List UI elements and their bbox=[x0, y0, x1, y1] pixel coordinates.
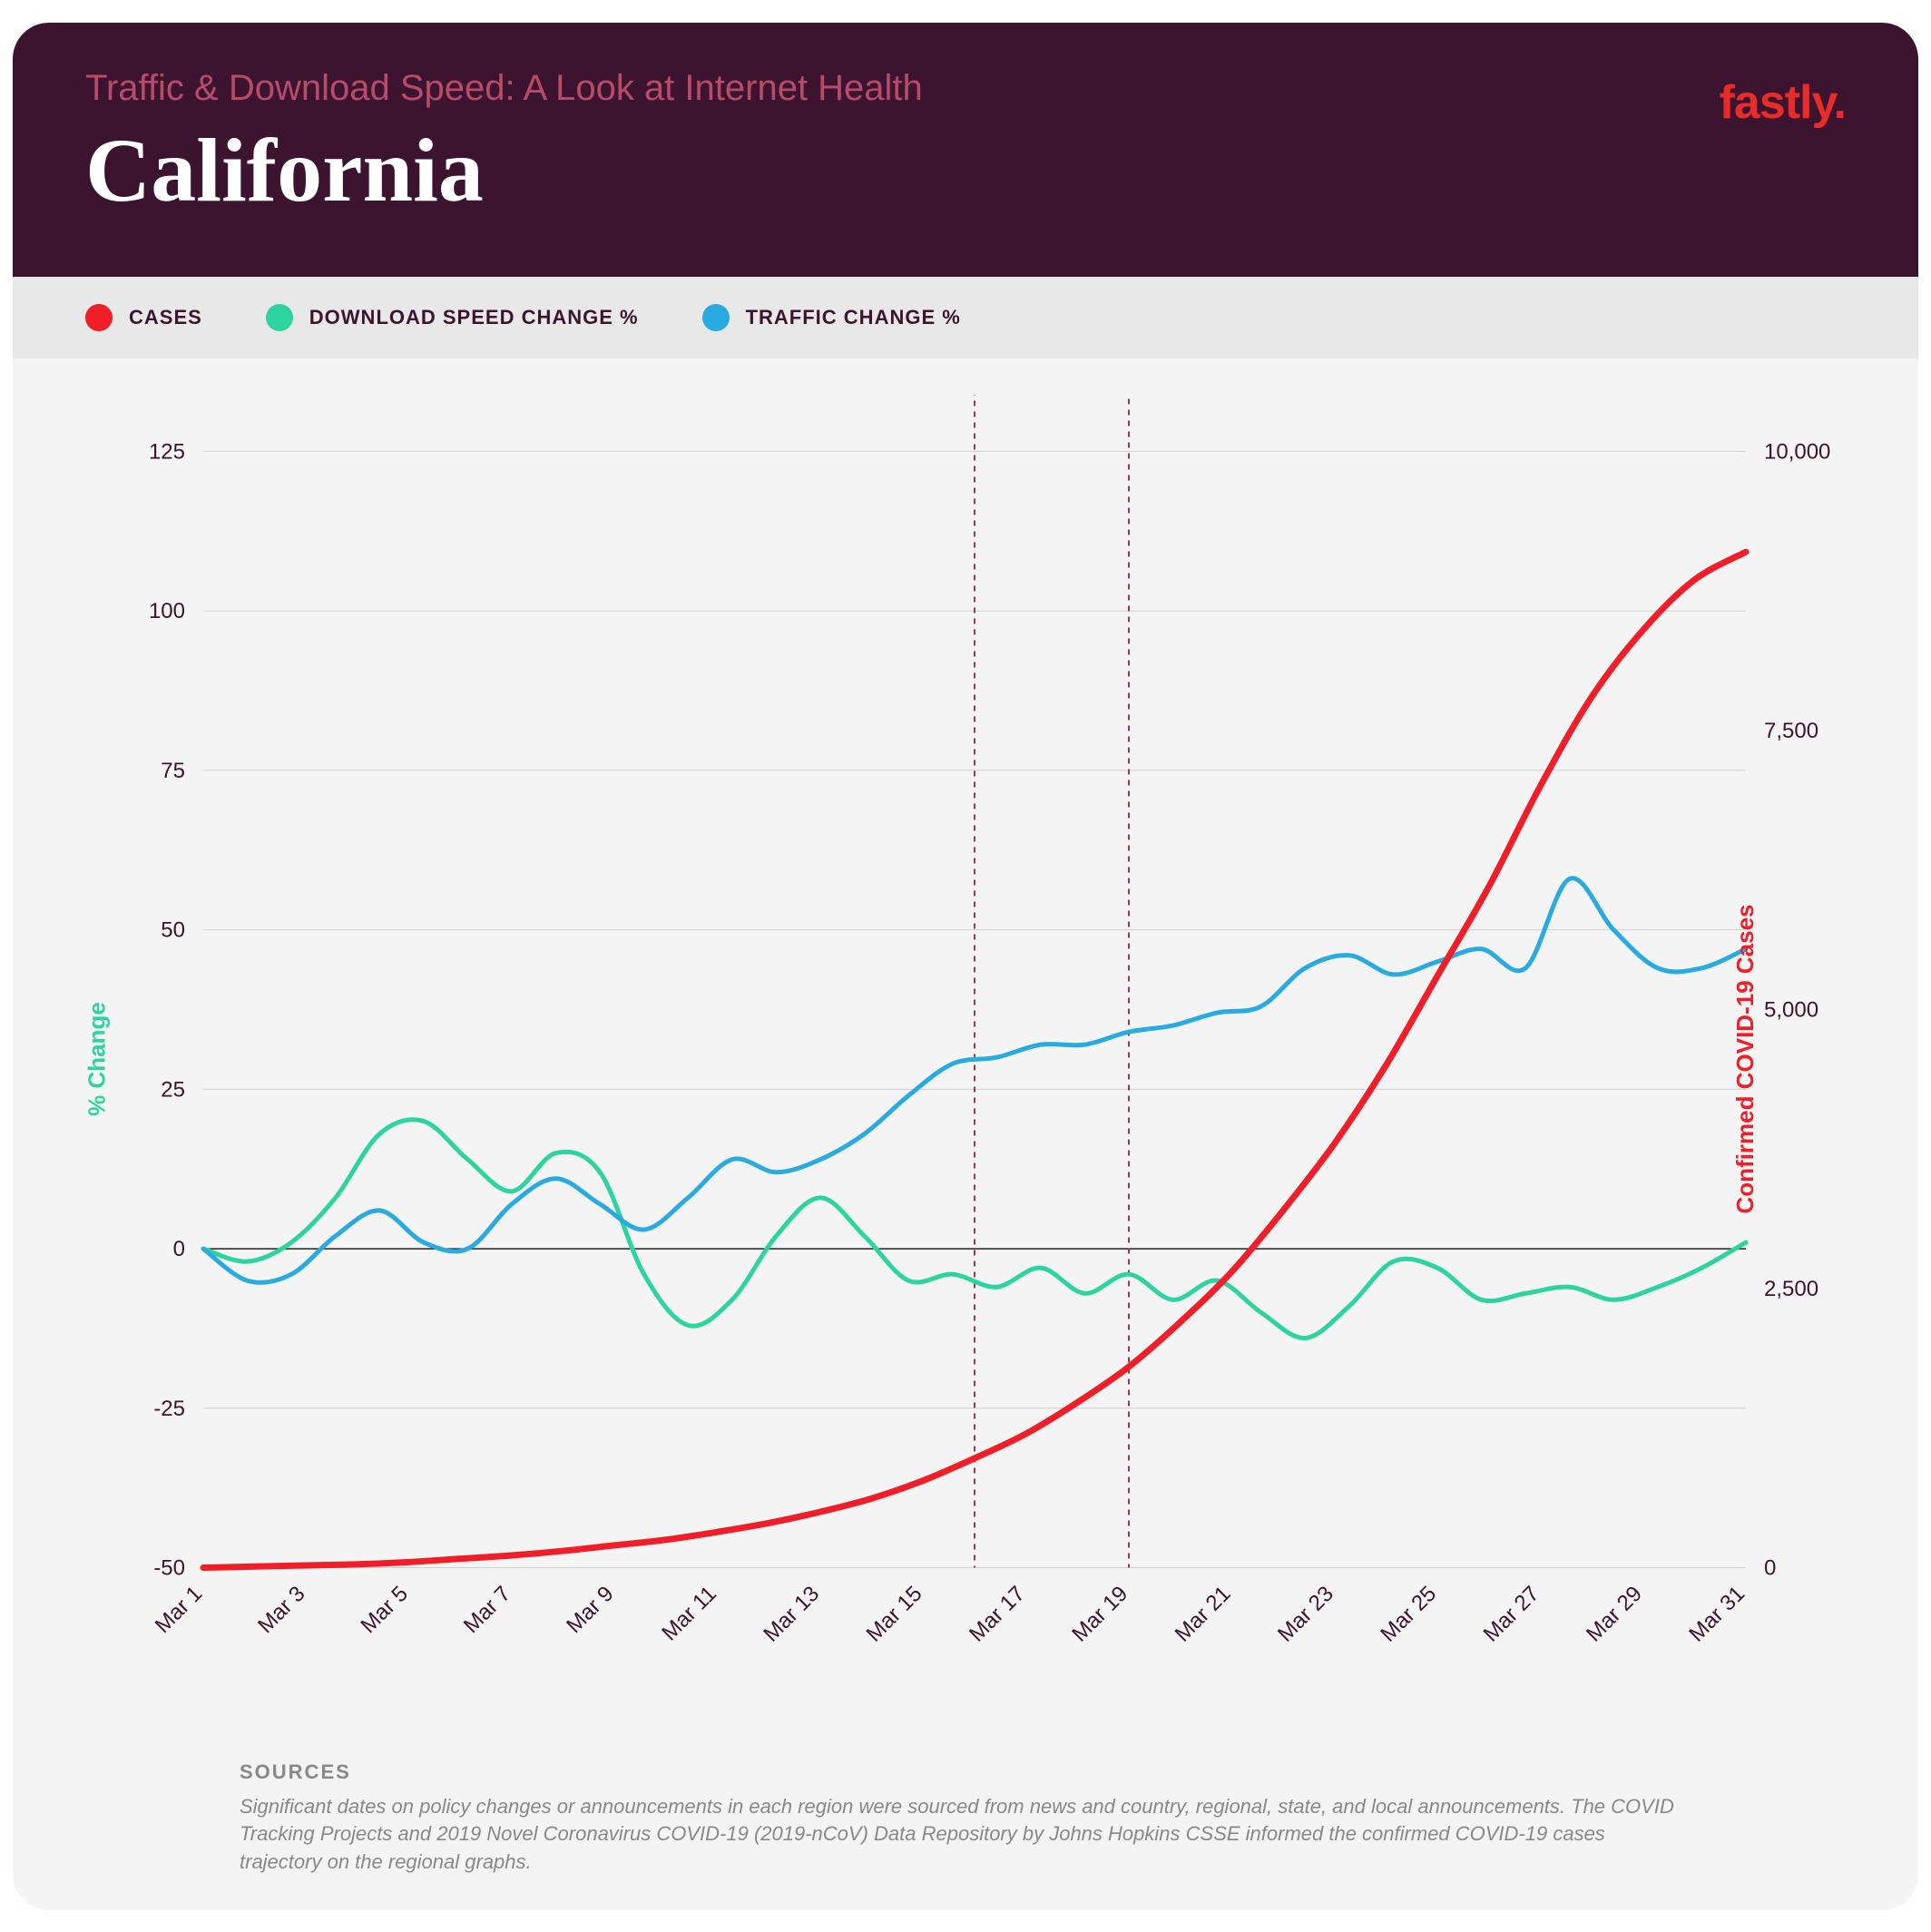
subtitle: Traffic & Download Speed: A Look at Inte… bbox=[85, 68, 923, 109]
x-tick: Mar 21 bbox=[1171, 1581, 1236, 1646]
svg-text:Mar 25: Mar 25 bbox=[1376, 1581, 1441, 1646]
x-tick: Mar 3 bbox=[253, 1581, 309, 1637]
legend-label: DOWNLOAD SPEED CHANGE % bbox=[309, 306, 639, 329]
y-left-tick: 100 bbox=[149, 599, 185, 623]
sources: SOURCES Significant dates on policy chan… bbox=[13, 1760, 1918, 1910]
y-left-tick: 50 bbox=[161, 917, 185, 942]
svg-text:Mar 19: Mar 19 bbox=[1067, 1581, 1132, 1646]
y-left-tick: 0 bbox=[173, 1237, 185, 1261]
svg-text:Mar 15: Mar 15 bbox=[862, 1581, 927, 1646]
svg-text:Mar 29: Mar 29 bbox=[1582, 1581, 1647, 1646]
svg-text:Mar 31: Mar 31 bbox=[1684, 1581, 1750, 1646]
x-tick: Mar 25 bbox=[1376, 1581, 1441, 1646]
x-tick: Mar 5 bbox=[356, 1581, 412, 1637]
legend-dot bbox=[85, 304, 113, 331]
svg-text:Mar 11: Mar 11 bbox=[657, 1581, 721, 1645]
svg-text:Mar 3: Mar 3 bbox=[253, 1581, 309, 1637]
y-left-tick: 75 bbox=[161, 758, 185, 782]
svg-text:Mar 5: Mar 5 bbox=[356, 1581, 412, 1637]
sources-title: SOURCES bbox=[240, 1760, 1691, 1784]
legend: CASES DOWNLOAD SPEED CHANGE % TRAFFIC CHAN… bbox=[13, 277, 1918, 358]
title: California bbox=[85, 118, 923, 222]
y-right-tick: 10,000 bbox=[1764, 439, 1830, 464]
y-right-tick: 7,500 bbox=[1764, 719, 1818, 743]
svg-text:Mar 23: Mar 23 bbox=[1273, 1581, 1338, 1646]
sources-text: Significant dates on policy changes or a… bbox=[240, 1793, 1691, 1877]
svg-text:Mar 7: Mar 7 bbox=[459, 1581, 515, 1637]
y-right-tick: 2,500 bbox=[1764, 1277, 1818, 1301]
x-tick: Mar 17 bbox=[965, 1581, 1030, 1646]
y-left-tick: -50 bbox=[153, 1555, 185, 1580]
y-left-tick: 125 bbox=[149, 439, 185, 464]
chart-area: % Change Confirmed COVID-19 Cases -50 -25… bbox=[13, 358, 1918, 1760]
y-right-tick: 5,000 bbox=[1764, 997, 1818, 1022]
y-right-label: Confirmed COVID-19 Cases bbox=[1731, 905, 1759, 1214]
svg-text:Mar 9: Mar 9 bbox=[562, 1581, 618, 1637]
svg-text:Mar 27: Mar 27 bbox=[1479, 1581, 1544, 1646]
svg-text:Mar 17: Mar 17 bbox=[965, 1581, 1030, 1646]
svg-text:Mar 21: Mar 21 bbox=[1171, 1581, 1236, 1646]
x-tick: Mar 1 bbox=[151, 1581, 207, 1637]
legend-item: DOWNLOAD SPEED CHANGE % bbox=[266, 304, 639, 331]
legend-item: CASES bbox=[85, 304, 202, 331]
chart-svg: -50 -25 0 25 50 75 100 125 0 2,500 5,000 7,500 10,00… bbox=[76, 395, 1855, 1706]
legend-label: CASES bbox=[129, 306, 202, 329]
x-tick: Mar 29 bbox=[1582, 1581, 1647, 1646]
x-tick: Mar 9 bbox=[562, 1581, 618, 1637]
legend-dot bbox=[702, 304, 730, 331]
y-left-label: % Change bbox=[83, 1002, 111, 1116]
header-text: Traffic & Download Speed: A Look at Inte… bbox=[85, 68, 923, 222]
legend-dot bbox=[266, 304, 293, 331]
chart-card: Traffic & Download Speed: A Look at Inte… bbox=[13, 23, 1918, 1910]
chart-svg-holder: -50 -25 0 25 50 75 100 125 0 2,500 5,000 7,500 10,00… bbox=[76, 395, 1855, 1706]
y-left-tick: -25 bbox=[153, 1396, 185, 1420]
x-tick: Mar 7 bbox=[459, 1581, 515, 1637]
y-right-tick: 0 bbox=[1764, 1555, 1776, 1580]
x-tick: Mar 27 bbox=[1479, 1581, 1544, 1646]
x-tick: Mar 23 bbox=[1273, 1581, 1338, 1646]
y-left-tick: 25 bbox=[161, 1077, 185, 1102]
x-tick: Mar 11 bbox=[657, 1581, 721, 1645]
svg-text:Mar 1: Mar 1 bbox=[151, 1581, 207, 1637]
legend-label: TRAFFIC CHANGE % bbox=[746, 306, 961, 329]
x-tick: Mar 31 bbox=[1684, 1581, 1750, 1646]
legend-item: TRAFFIC CHANGE % bbox=[702, 304, 961, 331]
svg-text:Mar 13: Mar 13 bbox=[759, 1581, 824, 1646]
fastly-logo: fastly. bbox=[1720, 75, 1846, 130]
header: Traffic & Download Speed: A Look at Inte… bbox=[13, 23, 1918, 277]
x-tick: Mar 15 bbox=[862, 1581, 927, 1646]
x-tick: Mar 13 bbox=[759, 1581, 824, 1646]
x-tick: Mar 19 bbox=[1067, 1581, 1132, 1646]
